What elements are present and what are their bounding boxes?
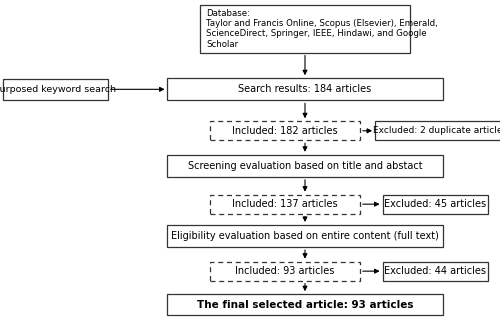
Text: Purposed keyword search: Purposed keyword search (0, 85, 116, 94)
Text: Included: 137 articles: Included: 137 articles (232, 199, 338, 209)
Text: Database:
Taylor and Francis Online, Scopus (Elsevier), Emerald,
ScienceDirect, : Database: Taylor and Francis Online, Sco… (206, 9, 438, 49)
FancyBboxPatch shape (200, 5, 410, 53)
FancyBboxPatch shape (382, 262, 488, 281)
Text: Search results: 184 articles: Search results: 184 articles (238, 84, 372, 94)
Text: Excluded: 45 articles: Excluded: 45 articles (384, 199, 486, 209)
Text: Included: 182 articles: Included: 182 articles (232, 126, 338, 136)
Text: Excluded: 44 articles: Excluded: 44 articles (384, 266, 486, 276)
Text: Eligibility evaluation based on entire content (full text): Eligibility evaluation based on entire c… (171, 231, 439, 241)
FancyBboxPatch shape (168, 155, 442, 177)
FancyBboxPatch shape (168, 78, 442, 100)
Text: Excluded: 2 duplicate articles: Excluded: 2 duplicate articles (373, 126, 500, 135)
FancyBboxPatch shape (210, 262, 360, 281)
FancyBboxPatch shape (210, 195, 360, 214)
FancyBboxPatch shape (382, 195, 488, 214)
FancyBboxPatch shape (168, 294, 442, 315)
FancyBboxPatch shape (2, 79, 108, 100)
FancyBboxPatch shape (168, 225, 442, 247)
FancyBboxPatch shape (210, 121, 360, 140)
Text: Included: 93 articles: Included: 93 articles (236, 266, 334, 276)
FancyBboxPatch shape (375, 121, 500, 140)
Text: Screening evaluation based on title and abstact: Screening evaluation based on title and … (188, 161, 422, 171)
Text: The final selected article: 93 articles: The final selected article: 93 articles (197, 300, 413, 310)
